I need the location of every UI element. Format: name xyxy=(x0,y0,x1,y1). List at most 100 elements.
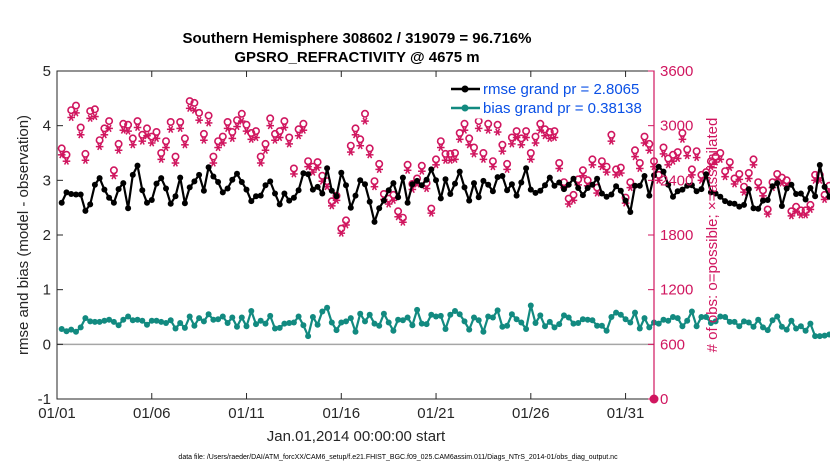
bias-point xyxy=(177,320,184,326)
assimilated-marker-stroke xyxy=(243,127,250,135)
x-tick-label: 01/16 xyxy=(323,405,361,422)
y2-tick-label: 600 xyxy=(660,336,685,353)
possible-obs-marker xyxy=(285,133,294,142)
possible-obs-marker xyxy=(569,190,578,199)
rmse-point xyxy=(532,189,539,196)
bias-point xyxy=(418,320,425,327)
assimilated-obs-marker xyxy=(157,155,166,164)
rmse-point xyxy=(224,185,231,192)
assimilated-obs-marker xyxy=(645,146,654,154)
rmse-point xyxy=(101,186,108,193)
possible-obs-marker xyxy=(446,149,455,158)
assimilated-marker-stroke xyxy=(324,183,330,191)
bias-point xyxy=(300,322,307,329)
assimilated-marker-stroke xyxy=(267,121,273,130)
rmse-point xyxy=(200,187,207,194)
rmse-point xyxy=(456,168,463,175)
possible-obs-marker xyxy=(109,166,118,175)
assimilated-obs-marker xyxy=(76,131,85,139)
bias-point xyxy=(437,312,444,319)
assimilated-marker-stroke xyxy=(177,124,183,133)
rmse-point xyxy=(290,194,297,201)
bias-point xyxy=(655,320,662,327)
bias-point xyxy=(409,322,416,329)
assimilated-obs-marker xyxy=(370,183,379,191)
possible-obs-marker xyxy=(237,109,246,118)
assimilated-obs-marker xyxy=(152,134,161,143)
assimilated-marker-stroke xyxy=(452,155,458,164)
assimilated-obs-marker xyxy=(498,147,507,155)
rmse-point xyxy=(399,174,406,181)
assimilated-obs-marker xyxy=(342,221,350,229)
rmse-point xyxy=(622,197,629,204)
possible-obs-marker xyxy=(105,117,114,126)
assimilated-marker-stroke xyxy=(144,132,150,140)
rmse-point xyxy=(613,183,620,190)
legend-label-rmse: rmse grand pr = 2.8065 xyxy=(483,81,639,98)
possible-obs-marker xyxy=(394,207,403,216)
y-tick-label: 0 xyxy=(43,336,51,353)
bias-point xyxy=(129,317,136,324)
bias-point xyxy=(812,333,819,340)
rmse-point xyxy=(736,203,743,210)
possible-obs-marker xyxy=(441,149,450,158)
bias-point xyxy=(219,313,226,320)
possible-obs-marker xyxy=(218,132,227,141)
assimilated-marker-stroke xyxy=(532,139,539,147)
assimilated-marker-stroke xyxy=(239,117,245,125)
assimilated-marker-stroke xyxy=(139,137,145,145)
possible-obs-marker xyxy=(152,128,161,137)
assimilated-obs-marker xyxy=(493,128,502,136)
rmse-point xyxy=(418,182,425,189)
rmse-point xyxy=(196,171,203,178)
rmse-point xyxy=(68,191,75,197)
rmse-point xyxy=(404,199,411,206)
rmse-point xyxy=(707,189,714,196)
bias-point xyxy=(480,328,487,335)
rmse-point xyxy=(485,181,492,188)
assimilated-marker-stroke xyxy=(286,140,292,148)
bias-point xyxy=(513,316,520,323)
bias-point xyxy=(319,308,326,315)
rmse-point xyxy=(603,193,610,200)
x-axis: 01/01 01/06 01/11 01/16 01/21 01/26 01/31 xyxy=(38,71,644,422)
bias-point xyxy=(158,318,165,325)
y2-tick-label: 2400 xyxy=(660,172,693,189)
legend-item-bias: bias grand pr = 0.38138 xyxy=(451,100,642,117)
assimilated-marker-stroke xyxy=(665,161,671,169)
rmse-point xyxy=(243,186,250,193)
assimilated-marker-stroke xyxy=(580,172,586,180)
assimilated-marker-stroke xyxy=(352,131,359,139)
bias-point xyxy=(120,316,127,323)
bias-point xyxy=(362,318,368,325)
bias-point xyxy=(253,321,259,328)
assimilated-obs-marker xyxy=(67,113,76,122)
bias-point xyxy=(722,314,729,320)
bias-point xyxy=(575,320,582,326)
bias-point xyxy=(134,316,141,323)
rmse-point xyxy=(518,179,525,186)
assimilated-obs-marker xyxy=(162,143,170,152)
y2-axis-label: # of obs: o=possible; ×=assimilated xyxy=(704,118,721,353)
assimilated-marker-stroke xyxy=(807,205,813,214)
bias-point xyxy=(73,328,79,335)
assimilated-marker-stroke xyxy=(675,154,681,163)
bias-point xyxy=(703,314,710,320)
bias-point xyxy=(148,317,155,324)
assimilated-marker-stroke xyxy=(419,167,425,175)
rmse-point xyxy=(594,175,601,182)
rmse-point xyxy=(357,177,364,184)
assimilated-marker-stroke xyxy=(329,202,335,210)
rmse-point xyxy=(731,200,738,207)
bias-point xyxy=(210,316,217,323)
possible-obs-marker xyxy=(488,157,497,166)
bias-point xyxy=(755,316,762,323)
bias-point xyxy=(589,317,596,324)
rmse-point xyxy=(660,168,667,175)
assimilated-obs-marker xyxy=(427,209,436,217)
rmse-point xyxy=(807,185,814,191)
bias-point xyxy=(428,311,435,318)
possible-obs-marker xyxy=(256,152,265,161)
bias-point xyxy=(414,306,421,313)
possible-obs-marker xyxy=(86,107,95,116)
